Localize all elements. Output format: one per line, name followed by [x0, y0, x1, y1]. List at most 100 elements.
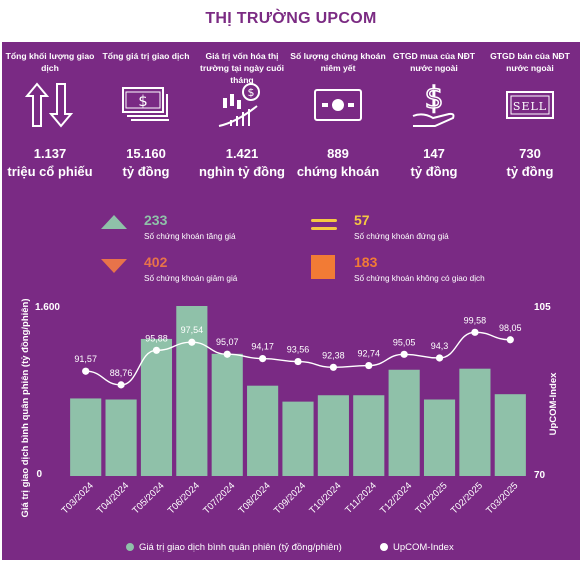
x-tick-label: T10/2024 [307, 480, 343, 516]
index-label-T07/2024: 95,07 [216, 337, 239, 347]
index-label-T12/2024: 95,05 [393, 337, 416, 347]
svg-text:SELL: SELL [513, 100, 547, 113]
up-down-arrows-icon [25, 82, 74, 128]
x-tick-label: T03/2024 [60, 480, 96, 516]
index-label-T05/2024: 95,88 [145, 333, 168, 343]
kpi-label: GTGD mua của NĐT nước ngoài [392, 51, 476, 73]
legend-item-line: UpCOM-Index [380, 542, 454, 553]
bar-T02/2025 [459, 368, 491, 476]
bar-T04/2024 [105, 399, 137, 476]
money-bills-icon: $ [122, 87, 169, 121]
securities-card-icon [314, 89, 362, 121]
bar-T08/2024 [247, 385, 279, 476]
stat-value: 183 [354, 254, 378, 270]
stat-value: 57 [354, 212, 370, 228]
equals-icon [311, 219, 337, 230]
kpi-label: Giá trị vốn hóa thị trường tại ngày cuối… [200, 51, 284, 85]
legend-line-label: UpCOM-Index [393, 542, 454, 553]
index-label-T10/2024: 92,38 [322, 350, 345, 360]
index-point-T12/2024 [400, 350, 408, 358]
bar-T10/2024 [317, 395, 349, 476]
stat-label: Số chứng khoán tăng giá [144, 232, 236, 241]
y-left-tick-min: 0 [36, 469, 42, 480]
index-point-T07/2024 [223, 350, 231, 358]
market-panel: Tổng khối lượng giao dịch 1.137 triệu cổ… [2, 42, 580, 560]
kpi-label: GTGD bán của NĐT nước ngoài [490, 51, 570, 73]
index-label-T01/2025: 94,3 [431, 341, 449, 351]
bar-T03/2024 [70, 398, 102, 476]
bar-T09/2024 [282, 401, 314, 476]
kpi-value: 730 [519, 146, 541, 161]
x-tick-label: T11/2024 [343, 480, 379, 516]
legend-bar-swatch [126, 543, 134, 551]
stat-label: Số chứng khoán đứng giá [354, 232, 449, 241]
kpi-value: 15.160 [126, 146, 166, 161]
x-tick-label: T06/2024 [166, 480, 202, 516]
x-tick-label: T08/2024 [237, 480, 273, 516]
x-tick-label: T03/2025 [484, 480, 520, 516]
y-right-axis-title: UpCOM-Index [548, 372, 559, 436]
bar-T12/2024 [388, 369, 420, 476]
x-tick-label: T04/2024 [95, 480, 131, 516]
legend-line-swatch [380, 543, 388, 551]
x-tick-label: T12/2024 [378, 480, 414, 516]
index-label-T04/2024: 88,76 [110, 368, 133, 378]
trading-chart: 91,57 88,76 95,88 97,54 95,07 94,17 93,56 92,38… [20, 298, 559, 517]
svg-text:$: $ [424, 82, 443, 116]
x-tick-label: T05/2024 [130, 480, 166, 516]
legend-bar-label: Giá trị giao dịch bình quân phiên (tỷ đồ… [139, 542, 342, 553]
x-tick-label: T02/2025 [449, 480, 485, 516]
index-point-T04/2024 [117, 381, 125, 389]
index-label-T08/2024: 94,17 [251, 342, 274, 352]
index-point-T10/2024 [329, 363, 337, 371]
kpi-label: Số lượng chứng khoán niêm yết [290, 51, 386, 73]
index-label-T09/2024: 93,56 [287, 345, 310, 355]
index-point-T09/2024 [294, 357, 302, 366]
y-right-tick-min: 70 [534, 470, 546, 481]
index-point-T03/2025 [506, 336, 514, 344]
x-tick-label: T01/2025 [413, 480, 449, 516]
buy-dollar-hand-icon: $ [412, 82, 455, 127]
triangle-down-icon [101, 259, 127, 273]
kpi-unit: tỷ đồng [506, 164, 554, 179]
svg-text:$: $ [248, 86, 255, 99]
y-left-tick-max: 1.600 [35, 302, 60, 313]
stat-label: Số chứng khoán không có giao dịch [354, 274, 485, 283]
index-point-T11/2024 [365, 361, 373, 370]
bar-T11/2024 [353, 395, 385, 476]
stat-value: 233 [144, 212, 168, 228]
kpi-label: Tổng giá trị giao dịch [102, 51, 190, 61]
index-point-T02/2025 [471, 328, 479, 336]
market-cap-growth-icon: $ [218, 83, 260, 127]
bar-T07/2024 [211, 353, 243, 476]
square-icon [311, 255, 335, 279]
kpi-unit: triệu cổ phiếu [7, 164, 93, 179]
index-point-T03/2024 [82, 367, 90, 375]
index-label-T03/2025: 98,05 [499, 323, 522, 333]
index-label-T02/2025: 99,58 [464, 315, 487, 325]
kpi-unit: chứng khoán [296, 164, 380, 179]
kpi-unit: tỷ đồng [122, 164, 170, 179]
svg-text:$: $ [138, 92, 148, 110]
kpi-row: Tổng khối lượng giao dịch 1.137 triệu cổ… [2, 42, 580, 192]
index-point-T08/2024 [259, 355, 267, 363]
x-tick-label: T09/2024 [272, 480, 308, 516]
index-point-T05/2024 [152, 346, 161, 354]
index-label-T06/2024: 97,54 [181, 325, 204, 335]
index-label-T11/2024: 92,74 [358, 349, 381, 359]
kpi-unit: nghìn tỷ đồng [199, 164, 285, 179]
stat-value: 402 [144, 254, 168, 270]
sell-sign-icon: SELL [506, 91, 554, 119]
y-right-tick-max: 105 [534, 302, 551, 313]
index-point-T06/2024 [188, 338, 196, 346]
stat-label: Số chứng khoán giảm giá [144, 274, 238, 283]
triangle-up-icon [101, 215, 127, 229]
bar-T05/2024 [140, 338, 173, 476]
kpi-unit: tỷ đồng [410, 164, 458, 179]
kpi-value: 1.137 [33, 146, 67, 161]
y-left-axis-title: Giá trị giao dịch bình quân phiên (tỷ đồ… [20, 298, 31, 517]
page-title: THỊ TRƯỜNG UPCOM [205, 10, 377, 27]
x-tick-label: T07/2024 [201, 480, 237, 516]
bar-T06/2024 [176, 306, 208, 476]
